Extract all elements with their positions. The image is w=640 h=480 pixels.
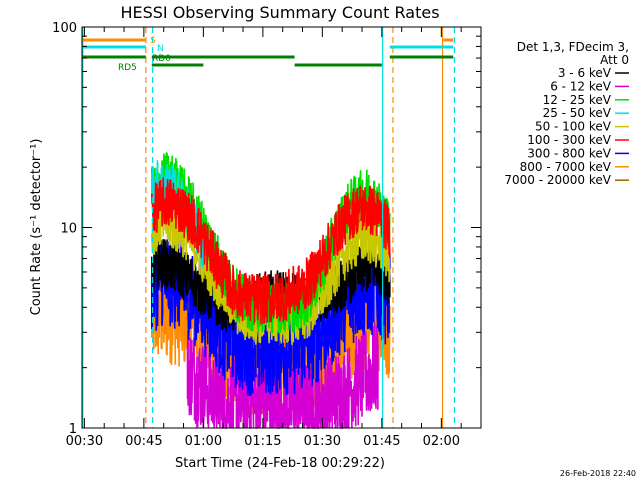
x-axis-label: Start Time (24-Feb-18 00:29:22) [175, 456, 385, 471]
legend-entry-label: 25 - 50 keV [543, 106, 612, 120]
y-tick-label: 1 [69, 422, 77, 437]
legend-entry-label: 6 - 12 keV [550, 79, 612, 93]
x-tick-label: 01:00 [185, 434, 222, 449]
attenuator-bar-label: N [157, 44, 164, 54]
legend-entry-label: 7000 - 20000 keV [504, 173, 611, 187]
series-layer [151, 152, 391, 429]
series-trace [151, 152, 391, 334]
legend-entry-label: 800 - 7000 keV [520, 160, 612, 174]
legend-entry-label: 100 - 300 keV [527, 133, 611, 147]
legend-header-line-1: Det 1,3, FDecim 3, [517, 40, 629, 54]
legend-header-line-2: Att 0 [600, 53, 629, 67]
y-axis-label: Count Rate (s⁻¹ detector⁻¹) [29, 139, 44, 316]
x-tick-label: 00:30 [66, 434, 103, 449]
series-trace [186, 322, 379, 429]
legend-entry-label: 3 - 6 keV [558, 66, 612, 80]
attenuator-bar-label: RD0 [152, 54, 171, 64]
legend-entry-label: 50 - 100 keV [535, 120, 612, 134]
chart-title: HESSI Observing Summary Count Rates [120, 3, 439, 22]
axes-layer: 1 10 100 00:30 00:45 01:00 01:15 01:30 01:45 02:0… [52, 21, 481, 449]
y-tick-label: 10 [60, 222, 77, 237]
attenuator-bar-label: RD5 [118, 63, 137, 73]
x-tick-label: 01:15 [244, 434, 281, 449]
y-tick-label: 100 [52, 21, 77, 36]
legend-entry-label: 12 - 25 keV [543, 93, 612, 107]
x-tick-label: 01:45 [363, 434, 400, 449]
x-tick-label: 02:00 [423, 434, 460, 449]
x-tick-label: 00:45 [125, 434, 162, 449]
x-tick-label: 01:30 [304, 434, 341, 449]
footer-date: 26-Feb-2018 22:40 [560, 469, 636, 478]
attenuator-bar-label: S [150, 36, 156, 46]
legend-entry-label: 300 - 800 keV [527, 146, 611, 160]
series-trace [151, 177, 391, 325]
